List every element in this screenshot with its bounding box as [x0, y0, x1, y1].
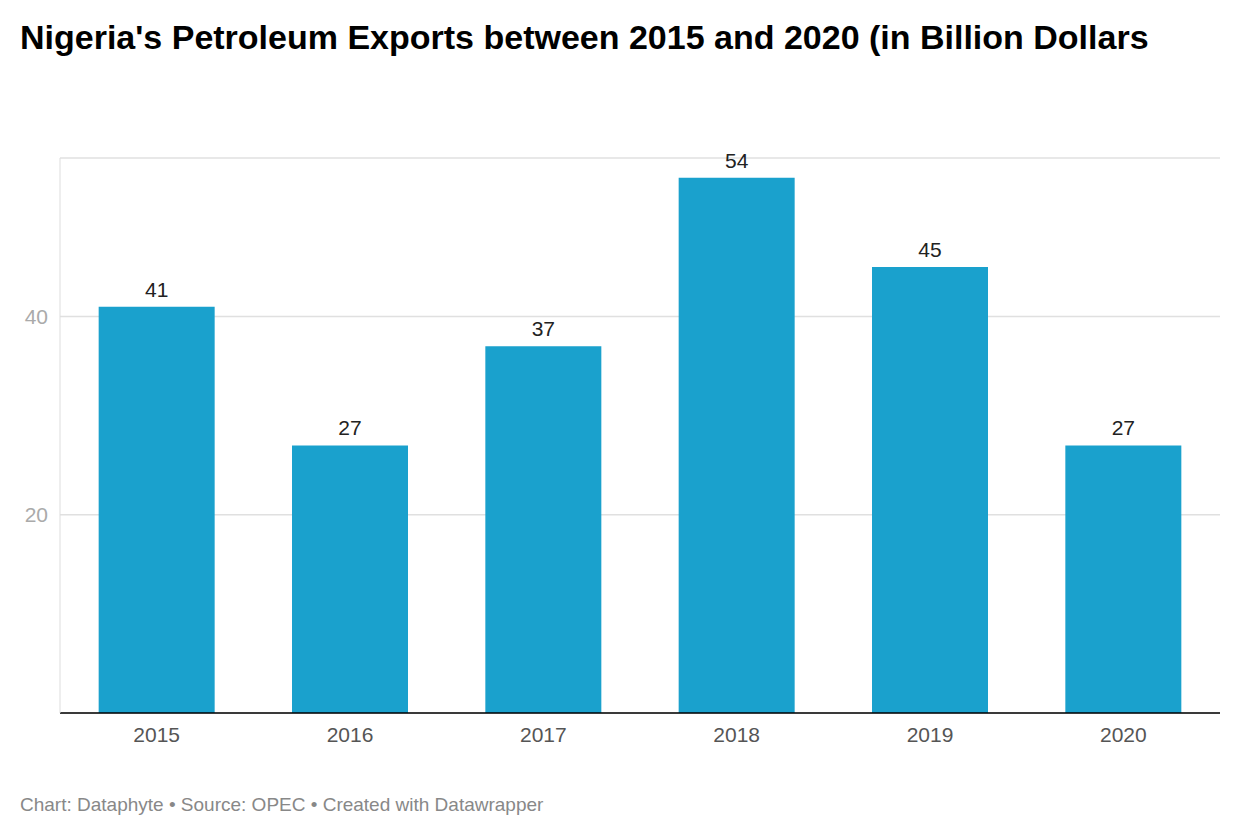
svg-text:54: 54 — [725, 149, 749, 172]
svg-text:2020: 2020 — [1100, 723, 1147, 746]
svg-text:2016: 2016 — [327, 723, 374, 746]
html-text:Nigeria's Petroleum Exports be: Nigeria's Petroleum Exports between 2015… — [20, 18, 1149, 56]
svg-text:20: 20 — [25, 503, 48, 526]
svg-text:41: 41 — [145, 278, 168, 301]
svg-text:2015: 2015 — [133, 723, 180, 746]
svg-text:27: 27 — [1112, 416, 1135, 439]
html-text:Chart: Dataphyte • Source: OPE: Chart: Dataphyte • Source: OPEC • Create… — [20, 794, 544, 815]
svg-text:37: 37 — [532, 317, 555, 340]
svg-text:45: 45 — [918, 238, 941, 261]
svg-text:2018: 2018 — [713, 723, 760, 746]
svg-text:40: 40 — [25, 305, 48, 328]
svg-text:2017: 2017 — [520, 723, 567, 746]
svg-text:2019: 2019 — [907, 723, 954, 746]
svg-text:27: 27 — [338, 416, 361, 439]
